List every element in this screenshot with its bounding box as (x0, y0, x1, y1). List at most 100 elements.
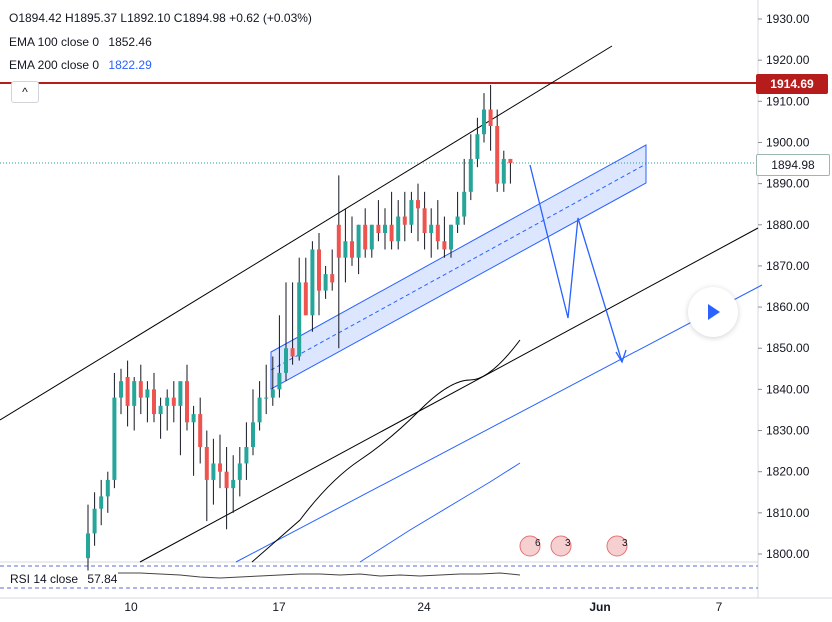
price-axis[interactable]: 1930.00 1920.00 1910.00 1900.00 1890.00 1880.… (758, 12, 810, 561)
upper-channel-line[interactable] (0, 45, 613, 421)
candle-down (198, 414, 203, 447)
y-tick-label: 1910.00 (766, 94, 810, 108)
y-tick-label: 1810.00 (766, 506, 810, 520)
replay-play-button[interactable] (688, 287, 738, 337)
collapse-legend-button[interactable]: ^ (11, 81, 39, 103)
candle-up (99, 496, 104, 509)
lower-channel-line[interactable] (139, 227, 759, 563)
ohlc-legend: O1894.42 H1895.37 L1892.10 C1894.98 +0.6… (9, 11, 312, 25)
candle-up (270, 389, 275, 398)
candle-up (257, 397, 262, 423)
x-tick-label: 24 (417, 600, 431, 614)
ema200-label: EMA 200 close 0 (9, 58, 100, 72)
ema100-legend[interactable]: EMA 100 close 0 1852.46 (9, 35, 152, 49)
y-tick-label: 1930.00 (766, 12, 810, 26)
candle-down (290, 348, 295, 357)
ema200-value: 1822.29 (108, 58, 152, 72)
candle-up (178, 381, 183, 406)
candle-down (171, 397, 176, 406)
candle-up (92, 508, 97, 534)
candle-up (297, 282, 302, 357)
candle-up (343, 241, 348, 258)
projection-arrow[interactable] (529, 164, 623, 363)
candle-up (165, 397, 170, 406)
y-tick-label: 1820.00 (766, 465, 810, 479)
candle-up (482, 109, 486, 135)
resistance-price-tag: 1914.69 (756, 74, 828, 94)
x-tick-label: Jun (589, 600, 610, 614)
y-tick-label: 1840.00 (766, 382, 810, 396)
candle-up (383, 224, 387, 233)
candle-up (455, 216, 460, 225)
candle-up (323, 274, 328, 291)
candle-down (138, 381, 143, 398)
candle-down (152, 389, 156, 415)
candle-down (363, 224, 368, 250)
candle-down (508, 158, 513, 164)
candle-up (132, 381, 137, 406)
blue-trend-line[interactable] (235, 284, 763, 563)
candle-up (310, 249, 315, 316)
candle-down (224, 471, 229, 489)
candle-up (468, 158, 473, 192)
y-tick-label: 1800.00 (766, 547, 810, 561)
candle-up (251, 422, 255, 447)
time-axis[interactable]: 10 17 24 Jun 7 (124, 600, 722, 614)
candle-up (369, 224, 374, 250)
candle-up (145, 389, 150, 398)
candle-down (389, 224, 394, 242)
candle-down (402, 216, 407, 225)
ema200-line (359, 462, 521, 563)
candle-down (422, 208, 427, 233)
candle-up (396, 216, 401, 242)
y-tick-label: 1890.00 (766, 177, 810, 191)
x-tick-label: 17 (272, 600, 286, 614)
ema200-legend[interactable]: EMA 200 close 0 1822.29 (9, 58, 152, 72)
candle-down (376, 224, 381, 233)
candle-down (435, 224, 440, 242)
candle-down (185, 381, 189, 423)
candle-up (231, 479, 236, 489)
candle-up (429, 224, 434, 233)
event-count: 3 (622, 538, 628, 549)
chevron-up-icon: ^ (22, 85, 28, 99)
candle-down (495, 126, 500, 184)
candle-up (277, 372, 282, 390)
ema100-label: EMA 100 close 0 (9, 35, 100, 49)
candle-down (204, 447, 209, 480)
candle-up (462, 191, 467, 217)
candle-up (158, 405, 163, 415)
y-tick-label: 1850.00 (766, 341, 810, 355)
rsi-line (118, 572, 521, 579)
candle-up (86, 533, 90, 559)
play-icon (708, 304, 720, 320)
event-flag-icon[interactable]: 6 (519, 535, 541, 557)
event-count: 3 (565, 538, 571, 549)
candle-up (119, 381, 123, 398)
candle-up (284, 348, 288, 373)
candle-down (303, 282, 308, 316)
ema100-line (251, 339, 521, 563)
candle-down (336, 224, 341, 258)
economic-events[interactable]: 6 3 3 (519, 535, 628, 557)
x-tick-label: 7 (716, 600, 723, 614)
candle-up (475, 134, 480, 159)
candle-up (409, 200, 414, 225)
y-tick-label: 1830.00 (766, 424, 810, 438)
event-flag-icon[interactable]: 3 (606, 535, 628, 557)
last-price-tag: 1894.98 (756, 154, 830, 176)
rsi-legend[interactable]: RSI 14 close 57.84 (10, 572, 117, 586)
candle-down (442, 241, 447, 250)
y-tick-label: 1880.00 (766, 218, 810, 232)
ema100-value: 1852.46 (108, 35, 152, 49)
candle-up (105, 479, 110, 497)
y-tick-label: 1870.00 (766, 259, 810, 273)
candle-up (501, 158, 506, 184)
candle-down (125, 377, 130, 406)
event-flag-icon[interactable]: 3 (550, 535, 572, 557)
candle-down (218, 463, 222, 472)
x-tick-label: 10 (124, 600, 138, 614)
candle-down (317, 249, 321, 291)
candle-down (350, 241, 354, 258)
